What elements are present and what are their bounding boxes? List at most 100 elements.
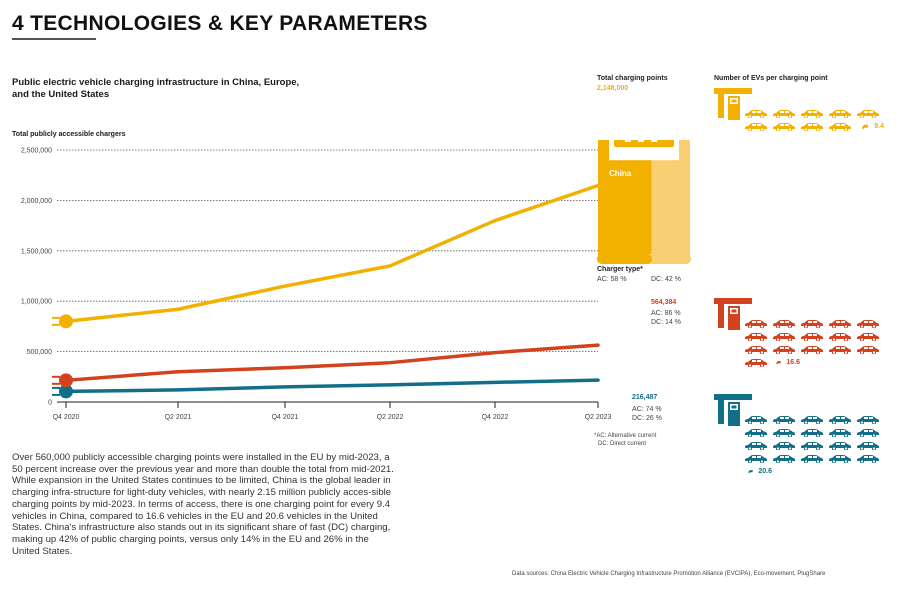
car-icon — [857, 442, 879, 450]
ev-remainder: 20.6 — [744, 466, 772, 476]
pump-usa: USA — [602, 359, 619, 368]
ev-count-label: 20.6 — [758, 467, 772, 475]
ev-per-point-china: 9.4 — [714, 88, 884, 131]
pump-label-usa: USA — [602, 359, 619, 368]
car-icon — [745, 455, 767, 463]
line-layer — [52, 183, 600, 399]
car-icon — [773, 442, 795, 450]
car-icon — [745, 333, 767, 341]
car-icon — [773, 333, 795, 341]
eu-total-value: 564,384 — [651, 299, 677, 306]
car-icon — [857, 320, 879, 328]
footnote-dc: DC: Direct current — [598, 441, 647, 447]
car-icon — [745, 346, 767, 354]
car-icon — [776, 361, 781, 365]
battery-bar — [638, 140, 644, 142]
chart-title: Public electric vehicle charging infrast… — [12, 77, 352, 101]
charging-station-icon — [714, 394, 752, 426]
usa-dc-share: DC: 26 % — [632, 415, 662, 422]
car-icon — [773, 110, 795, 118]
ev-remainder: 9.4 — [856, 121, 884, 131]
chart-title-line-2: and the United States — [12, 89, 110, 100]
car-icon — [773, 416, 795, 424]
x-tick-label: Q2 2022 — [377, 414, 404, 421]
car-icon — [745, 416, 767, 424]
pump-eu: EU — [604, 307, 615, 316]
car-icon — [745, 359, 767, 367]
ev-per-point-eu: 16.6 — [714, 298, 879, 367]
total-charging-points-header: Total charging points — [597, 75, 668, 82]
car-icon — [829, 455, 851, 463]
car-icon — [829, 346, 851, 354]
y-axis-title: Total publicly accessible chargers — [12, 131, 126, 138]
plug-icon-eu — [52, 373, 73, 388]
series-line-china — [64, 183, 600, 324]
car-icon — [829, 320, 851, 328]
y-tick-label: 1,500,000 — [21, 248, 52, 255]
series-line-eu — [64, 343, 600, 383]
pump-body-ac — [598, 140, 652, 260]
car-icon — [801, 346, 823, 354]
axis-layer: 0 500,000 1,000,000 1,500,000 2,000,000 2,500… — [21, 148, 612, 422]
car-icon — [829, 429, 851, 437]
car-icon — [745, 442, 767, 450]
car-icon — [801, 123, 823, 131]
footnote: *AC: Alternative current DC: Direct curr… — [594, 432, 656, 448]
charging-station-icon — [714, 88, 752, 120]
car-icon — [773, 320, 795, 328]
eu-ac-share: AC: 86 % — [651, 310, 681, 317]
car-icon — [857, 429, 879, 437]
car-icon — [861, 124, 868, 129]
car-icon — [745, 429, 767, 437]
x-tick-label: Q2 2021 — [165, 414, 192, 421]
chart-title-line-1: Public electric vehicle charging infrast… — [12, 77, 300, 88]
china-ac-share: AC: 58 % — [597, 276, 627, 283]
car-icon — [801, 429, 823, 437]
car-icon — [829, 110, 851, 118]
x-tick-label: Q2 2023 — [585, 414, 612, 421]
china-total-value: 2,148,000 — [597, 85, 629, 92]
car-icon — [801, 455, 823, 463]
car-icon — [829, 442, 851, 450]
car-icon — [801, 416, 823, 424]
evs-per-point-header: Number of EVs per charging point — [714, 75, 828, 82]
footnote-ac: *AC: Alternative current — [594, 433, 657, 439]
car-icon — [801, 110, 823, 118]
charger-type-header: Charger type* — [597, 266, 643, 273]
plug-icon-usa — [52, 384, 73, 399]
x-tick-label: Q4 2021 — [272, 414, 299, 421]
charging-station-icon — [714, 298, 752, 330]
car-icon — [829, 333, 851, 341]
title-underline — [12, 38, 96, 40]
car-icon — [773, 429, 795, 437]
car-icon — [857, 346, 879, 354]
car-icon — [857, 455, 879, 463]
car-icon — [829, 416, 851, 424]
car-icon — [745, 110, 767, 118]
china-dc-share: DC: 42 % — [651, 276, 681, 283]
pump-china: China — [598, 140, 690, 260]
y-tick-label: 0 — [48, 400, 52, 407]
y-tick-label: 500,000 — [27, 349, 52, 356]
data-sources: Data sources: China Electric Vehicle Cha… — [512, 571, 826, 577]
eu-dc-share: DC: 14 % — [651, 319, 681, 326]
x-tick-label: Q4 2020 — [53, 414, 80, 421]
pump-label-eu: EU — [604, 307, 615, 316]
y-tick-label: 1,000,000 — [21, 299, 52, 306]
pump-label-china: China — [609, 169, 632, 178]
car-icon — [857, 110, 879, 118]
car-icon — [745, 320, 767, 328]
ev-count-label: 9.4 — [874, 122, 884, 130]
usa-total-value: 216,487 — [632, 394, 658, 401]
car-icon — [745, 123, 767, 131]
car-icon — [748, 470, 753, 474]
battery-bar — [624, 140, 631, 142]
car-icon — [801, 320, 823, 328]
car-icon — [857, 333, 879, 341]
y-tick-label: 2,000,000 — [21, 198, 52, 205]
grid-layer — [57, 149, 598, 353]
ev-per-point-usa: 20.6 — [714, 394, 879, 475]
pump-layer: China EU USA — [597, 140, 691, 368]
battery-bar — [651, 140, 658, 142]
car-icon — [829, 123, 851, 131]
